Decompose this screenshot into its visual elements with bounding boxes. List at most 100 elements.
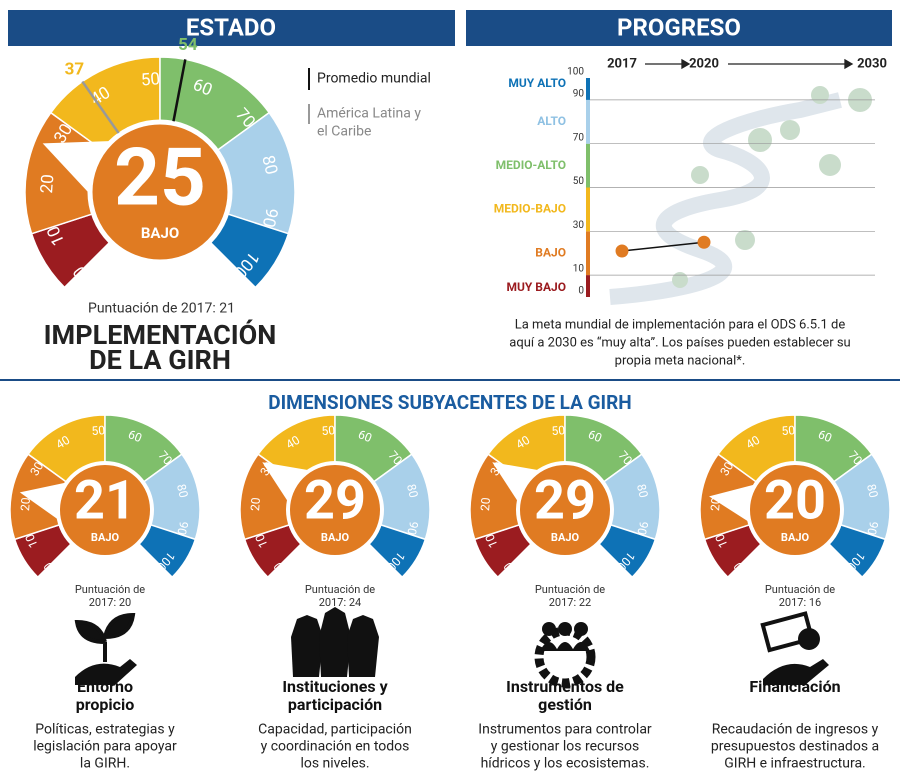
dimension-description: Políticas, estrategias y (35, 722, 175, 738)
y-tick-label: 10 (573, 264, 585, 275)
dimension-icon (291, 607, 379, 677)
level-bar (586, 231, 590, 276)
score-level: BAJO (91, 531, 120, 544)
score-level: BAJO (551, 531, 580, 544)
gauge-tick-label: 50 (781, 423, 796, 438)
score: 20 (764, 470, 826, 533)
header-bar (8, 10, 455, 46)
gauge-tick-label: 10 (252, 532, 270, 550)
year-arrows (645, 58, 854, 70)
level-label: ALTO (537, 114, 566, 128)
dimension-description: Recaudación de ingresos y (712, 722, 879, 738)
gauge-tick-label: 90 (174, 520, 191, 537)
icon (347, 615, 379, 677)
previous-score: 2017: 16 (779, 596, 822, 609)
level-bar (586, 143, 590, 188)
level-bar (586, 78, 590, 100)
level-label: MUY ALTO (508, 76, 566, 90)
score-circle (87, 119, 233, 265)
average-needle (81, 80, 120, 134)
score-pointer (262, 462, 310, 503)
gauge-tick-label: 50 (551, 423, 566, 438)
year-label: 2030 (857, 56, 887, 71)
gauge-tick-label: 60 (586, 427, 604, 445)
dimension-description: GIRH e infraestructura. (724, 756, 866, 772)
average-label: 54 (178, 35, 198, 55)
icon (540, 642, 558, 651)
river (609, 92, 842, 305)
gauge-tick-label: 60 (126, 427, 144, 445)
dimension-name: gestión (538, 695, 592, 714)
gauge-tick-label: 10 (712, 532, 730, 550)
year-label: 2020 (689, 56, 719, 71)
legend-entry: América Latina y (317, 106, 421, 122)
dimension-icon (534, 622, 596, 688)
score-level: BAJO (781, 531, 810, 544)
dimension-description: legislación para apoyar (33, 739, 177, 755)
dimension-description: hídricos y los ecosistemas. (481, 756, 650, 772)
dimension-icon (760, 611, 829, 685)
dimension-name: Financiación (749, 677, 840, 696)
icon (558, 622, 572, 636)
gauge-tick-label: 50 (321, 423, 336, 438)
score: 29 (534, 470, 596, 533)
gauge-tick-label: 80 (257, 153, 281, 176)
gauge-tick-label: 20 (18, 497, 33, 512)
gauge-tick-label: 90 (258, 206, 282, 229)
gauge-tick-label: 20 (478, 497, 493, 512)
dimension-description: presupuestos destinados a (711, 739, 879, 755)
note: La meta mundial de implementación para e… (515, 317, 846, 332)
progress-point (697, 235, 711, 249)
header-bar (466, 10, 892, 46)
score: 21 (74, 470, 136, 533)
dimension-description: los niveles. (300, 756, 369, 772)
gauge-tick-label: 50 (91, 423, 106, 438)
score-circle (746, 461, 844, 559)
gauge-tick-label: 40 (514, 433, 533, 452)
gauge-tick-label: 90 (404, 520, 421, 537)
year-label: 2017 (607, 56, 637, 71)
previous-score: Puntuación de (535, 583, 605, 596)
dimension-name: participación (288, 695, 382, 714)
icon (763, 659, 829, 685)
score-level: BAJO (141, 224, 179, 242)
dimension-description: Instrumentos para controlar (478, 722, 652, 738)
average-label: 37 (65, 60, 85, 80)
score-circle (56, 461, 154, 559)
icon (291, 615, 323, 677)
y-tick-label: 70 (573, 132, 585, 143)
level-bar (586, 275, 590, 297)
section-title: DIMENSIONES SUBYACENTES DE LA GIRH (268, 391, 631, 414)
previous-score: 2017: 24 (319, 596, 362, 609)
y-tick-label: 90 (573, 89, 585, 100)
gauge-tick-label: 90 (634, 520, 651, 537)
gauge-tick-label: 60 (356, 427, 374, 445)
header: ESTADO (186, 13, 276, 41)
icon (74, 612, 136, 662)
score-pointer (492, 462, 540, 503)
gauge-tick-label: 10 (22, 532, 40, 550)
previous-score: Puntuación de 2017: 21 (88, 301, 235, 317)
icon (572, 642, 590, 651)
gauge-tick-label: 40 (284, 433, 303, 452)
previous-score: Puntuación de (305, 583, 375, 596)
gauge-tick-label: 20 (37, 174, 58, 195)
legend-entry: el Caribe (317, 124, 371, 140)
icon (798, 628, 820, 650)
level-label: BAJO (535, 245, 566, 259)
dimension-name: Entorno (77, 677, 133, 696)
gauge-tick-label: 30 (717, 459, 736, 478)
gauge-tick-label: 60 (816, 427, 834, 445)
level-label: MUY BAJO (506, 280, 566, 294)
dimension-name: Instrumentos de (506, 677, 624, 696)
dimension-description: la GIRH. (80, 756, 130, 772)
progress-line (621, 241, 705, 252)
note: aquí a 2030 es “muy alta”. Los países pu… (509, 335, 850, 350)
gauge-tick-label: 50 (140, 69, 161, 91)
icon (574, 622, 588, 636)
gauge-title: IMPLEMENTACIÓN (44, 318, 277, 351)
gauge-tick-label: 10 (482, 532, 500, 550)
dimension-icon (74, 612, 137, 685)
level-label: MEDIO-BAJO (494, 202, 566, 216)
